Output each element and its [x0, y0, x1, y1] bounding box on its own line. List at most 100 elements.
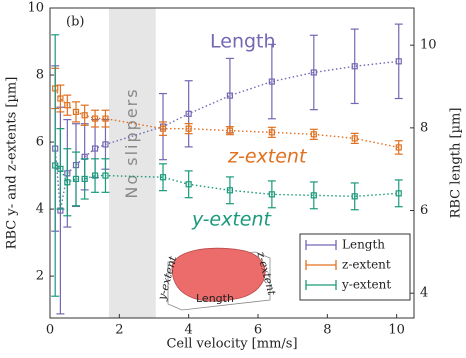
marker: [226, 127, 234, 134]
error-bar: [225, 126, 234, 136]
error-bar: [80, 158, 89, 200]
legend: Length z-extent y-extent: [305, 238, 391, 292]
series-line: [54, 164, 399, 198]
inset-label: Length: [196, 292, 234, 305]
error-bar: [159, 163, 168, 192]
y-tick-label: 4: [36, 202, 44, 217]
error-bar: [309, 181, 318, 210]
error-bar: [350, 28, 359, 105]
error-bar: [309, 128, 318, 140]
marker: [102, 141, 109, 148]
y2-tick-label: 6: [420, 203, 428, 218]
background-layer: No slippers: [108, 8, 156, 318]
error-bar: [267, 126, 276, 138]
error-bar: [72, 101, 80, 123]
marker: [185, 125, 192, 132]
error-bar: [350, 132, 359, 144]
y-tick-label: 6: [36, 135, 44, 150]
error-bar: [394, 23, 403, 100]
marker: [91, 145, 99, 152]
y-axis-label: RBC y- and z-extents [µm]: [5, 77, 20, 250]
error-bar: [267, 43, 276, 120]
region-label: No slippers: [122, 87, 141, 198]
marker: [310, 131, 317, 138]
marker: [52, 162, 59, 169]
marker: [226, 92, 234, 99]
x-tick-label: 2: [115, 323, 123, 338]
error-bar: [225, 57, 234, 134]
error-bar: [51, 34, 60, 297]
x-tick-label: 6: [254, 323, 262, 338]
error-bar: [63, 148, 72, 217]
inset: y-extent z-extent Length: [155, 247, 278, 311]
marker: [102, 115, 109, 122]
marker: [81, 175, 88, 183]
error-bar: [91, 109, 100, 128]
marker: [64, 102, 71, 109]
error-bar: [91, 158, 100, 193]
shaded-region: [108, 8, 156, 318]
annotation: y-extent: [191, 209, 273, 231]
y2-axis-label: RBC length [µm]: [449, 108, 464, 219]
plot-frame: [49, 7, 415, 319]
error-bar: [63, 94, 72, 116]
marker: [351, 135, 358, 142]
y-tick-label: 2: [36, 269, 44, 284]
marker: [159, 174, 167, 181]
error-bar: [56, 128, 65, 210]
marker: [310, 192, 317, 199]
marker: [72, 108, 80, 115]
marker: [91, 172, 99, 179]
marker: [81, 112, 88, 119]
y2-tick-label: 10: [420, 38, 437, 53]
error-bar: [159, 121, 168, 136]
marker: [64, 179, 71, 186]
x-tick-label: 10: [388, 323, 405, 338]
error-bar: [80, 104, 89, 126]
x-tick-label: 8: [323, 323, 331, 338]
legend-label: y-extent: [341, 278, 391, 292]
error-bar: [309, 34, 318, 111]
annotation: Length: [210, 31, 276, 53]
y-tick-label: 8: [36, 68, 44, 83]
marker: [351, 63, 358, 70]
legend-label: z-extent: [342, 258, 391, 272]
legend-label: Length: [342, 238, 385, 252]
x-tick-label: 4: [185, 323, 193, 338]
annotation: z-extent: [227, 146, 308, 168]
marker: [57, 165, 64, 172]
error-bar: [56, 84, 65, 113]
series-line: [54, 88, 399, 149]
marker: [395, 190, 402, 197]
marker: [185, 181, 192, 188]
error-bar: [184, 170, 193, 199]
marker: [395, 144, 402, 151]
error-bar: [101, 109, 110, 128]
y-tick-label: 10: [27, 1, 44, 16]
panel-label: (b): [66, 15, 84, 30]
marker: [185, 110, 192, 117]
marker: [159, 125, 167, 132]
y2-tick-label: 8: [420, 120, 428, 135]
error-bar: [72, 151, 80, 207]
x-tick-label: 0: [46, 323, 54, 338]
error-bar: [394, 140, 403, 155]
marker: [351, 193, 358, 200]
marker: [268, 129, 275, 136]
error-bar: [184, 80, 193, 148]
error-bar: [184, 123, 193, 135]
marker: [226, 187, 234, 194]
error-bar: [267, 180, 276, 209]
marker: [395, 58, 402, 65]
marker: [91, 115, 99, 122]
y2-tick-label: 4: [420, 286, 428, 301]
error-bar: [350, 182, 359, 211]
error-bar: [225, 176, 234, 205]
marker: [310, 69, 317, 76]
marker: [72, 175, 80, 183]
marker: [57, 95, 64, 102]
marker: [268, 78, 275, 85]
marker: [268, 191, 275, 198]
error-bar: [101, 158, 110, 193]
x-axis-label: Cell velocity [mm/s]: [166, 337, 297, 352]
